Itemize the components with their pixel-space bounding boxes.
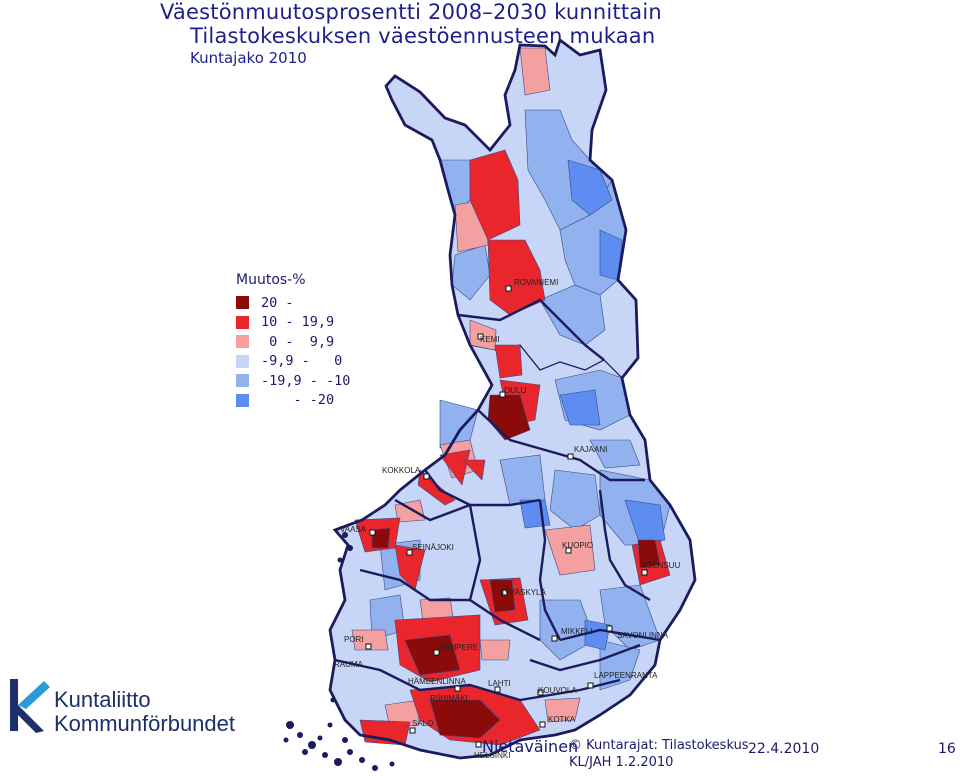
city-label-jyvaskyla: JYVÄSKYLÄ bbox=[500, 588, 546, 597]
title-line-1: Väestönmuutosprosentti 2008–2030 kunnitt… bbox=[160, 0, 662, 24]
growth-over-20-areas bbox=[371, 394, 661, 739]
city-label-salo: SALO bbox=[412, 719, 433, 728]
city-label-vaasa: VAASA bbox=[340, 525, 367, 534]
city-label-pori: PORI bbox=[344, 635, 364, 644]
city-markers bbox=[365, 285, 648, 748]
legend-range: 20 - bbox=[261, 294, 343, 311]
city-label-mikkeli: MIKKELI bbox=[561, 627, 593, 636]
legend-swatch bbox=[236, 374, 249, 388]
city-label-lahti: LAHTI bbox=[488, 679, 511, 688]
legend-range: 0 - 9,9 bbox=[261, 333, 335, 350]
archipelago-islands bbox=[283, 532, 395, 771]
legend-swatch bbox=[236, 354, 249, 368]
legend-swatch bbox=[236, 315, 249, 329]
city-label-savonlinna: SAVONLINNA bbox=[617, 631, 669, 640]
legend-row: 20 - bbox=[236, 293, 350, 313]
city-label-kouvola: KOUVOLA bbox=[538, 686, 577, 695]
logo-text-finnish: Kuntaliitto bbox=[54, 687, 151, 712]
copyright-line-2: KL/JAH 1.2.2010 bbox=[569, 755, 674, 770]
regional-borders bbox=[334, 298, 661, 702]
legend-row: -9,9 - 0 bbox=[236, 352, 350, 372]
legend-row: 10 - 19,9 bbox=[236, 313, 350, 333]
city-label-joensuu: JOENSUU bbox=[642, 561, 680, 570]
city-label-kuopio: KUOPIO bbox=[562, 541, 593, 550]
legend-row: 0 - 9,9 bbox=[236, 332, 350, 352]
page-number: 16 bbox=[938, 741, 956, 757]
legend-range: -9,9 - 0 bbox=[261, 353, 343, 370]
footer-copyright: © Kuntarajat: Tilastokeskus KL/JAH 1.2.2… bbox=[569, 737, 749, 771]
logo-text-swedish: Kommunförbundet bbox=[54, 711, 235, 736]
map-legend: Muutos-% 20 - 10 - 19,9 0 - 9,9 -9,9 - 0… bbox=[236, 272, 350, 410]
slide-title: Väestönmuutosprosentti 2008–2030 kunnitt… bbox=[160, 0, 662, 48]
city-label-riihimaki: RIIHIMÄKI bbox=[430, 694, 468, 703]
city-label-oulu: OULU bbox=[504, 386, 526, 395]
city-label-hameenlinna: HÄMEENLINNA bbox=[408, 677, 466, 686]
kuntaliitto-logo-mark-icon bbox=[10, 679, 50, 733]
legend-range: -19,9 - -10 bbox=[261, 372, 351, 389]
city-label-kajaani: KAJAANI bbox=[574, 445, 607, 454]
city-label-rovaniemi: ROVANIEMI bbox=[514, 278, 558, 287]
city-label-kemi: KEMI bbox=[480, 335, 500, 344]
city-label-seinajoki: SEINÄJOKI bbox=[412, 543, 454, 552]
legend-row: - -20 bbox=[236, 391, 350, 411]
city-label-tampere: TAMPERE bbox=[440, 643, 478, 652]
city-label-helsinki: HELSINKI bbox=[474, 751, 510, 760]
copyright-line-1: © Kuntarajat: Tilastokeskus bbox=[569, 738, 749, 753]
footer-author: Nietäväinen bbox=[482, 737, 579, 756]
kuntaliitto-logo: Kuntaliitto Kommunförbundet bbox=[4, 675, 235, 739]
legend-swatch bbox=[236, 393, 249, 407]
city-label-rauma: RAUMA bbox=[334, 660, 364, 669]
legend-row: -19,9 - -10 bbox=[236, 371, 350, 391]
city-label-kokkola: KOKKOLA bbox=[382, 466, 421, 475]
footer-date: 22.4.2010 bbox=[748, 741, 820, 757]
city-label-kotka: KOTKA bbox=[548, 715, 576, 724]
title-line-2: Tilastokeskuksen väestöennusteen mukaan bbox=[190, 24, 656, 48]
growth-0-10-areas bbox=[351, 47, 596, 729]
country-outline bbox=[328, 37, 697, 760]
legend-range: 10 - 19,9 bbox=[261, 314, 335, 331]
legend-swatch bbox=[236, 296, 249, 310]
legend-title: Muutos-% bbox=[236, 272, 306, 288]
legend-swatch bbox=[236, 335, 249, 349]
map-subtitle: Kuntajako 2010 bbox=[190, 49, 307, 67]
legend-range: - -20 bbox=[261, 392, 335, 409]
city-label-lappeenranta: LAPPEENRANTA bbox=[594, 671, 658, 680]
